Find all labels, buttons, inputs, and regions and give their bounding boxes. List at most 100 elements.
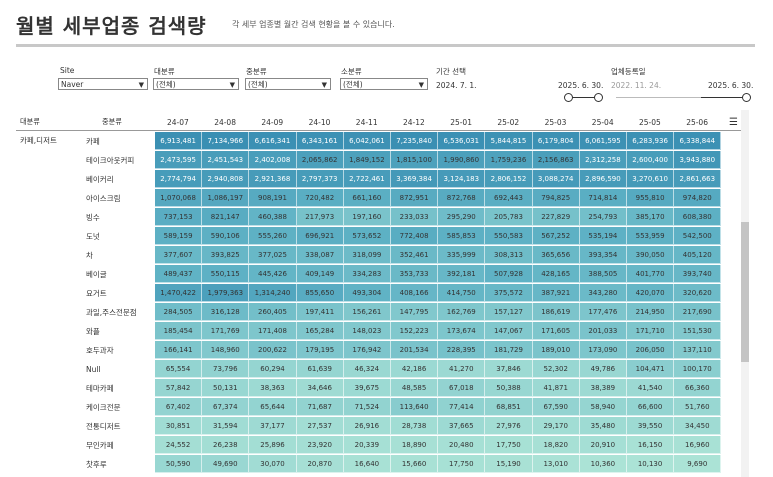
table-cell[interactable]: 1,759,236 [485, 151, 533, 169]
table-cell[interactable]: 10,130 [627, 455, 675, 473]
table-cell[interactable]: 872,768 [438, 189, 486, 207]
table-cell[interactable]: 176,942 [343, 341, 391, 359]
table-cell[interactable]: 34,646 [296, 379, 344, 397]
table-cell[interactable]: 18,820 [532, 436, 580, 454]
table-cell[interactable]: 7,134,966 [202, 132, 250, 150]
table-cell[interactable]: 152,223 [391, 322, 439, 340]
table-cell[interactable]: 352,461 [391, 246, 439, 264]
table-cell[interactable]: 65,644 [249, 398, 297, 416]
table-cell[interactable]: 2,065,862 [296, 151, 344, 169]
table-cell[interactable]: 445,426 [249, 265, 297, 283]
table-cell[interactable]: 173,674 [438, 322, 486, 340]
table-cell[interactable]: 318,099 [343, 246, 391, 264]
table-cell[interactable]: 393,354 [579, 246, 627, 264]
table-cell[interactable]: 214,950 [627, 303, 675, 321]
table-cell[interactable]: 31,594 [202, 417, 250, 435]
table-cell[interactable]: 71,524 [343, 398, 391, 416]
table-cell[interactable]: 2,940,808 [202, 170, 250, 188]
table-cell[interactable]: 49,786 [579, 360, 627, 378]
table-cell[interactable]: 67,018 [438, 379, 486, 397]
table-cell[interactable]: 375,572 [485, 284, 533, 302]
table-cell[interactable]: 555,260 [249, 227, 297, 245]
table-cell[interactable]: 2,774,794 [155, 170, 203, 188]
table-cell[interactable]: 166,141 [155, 341, 203, 359]
table-cell[interactable]: 2,806,152 [485, 170, 533, 188]
table-cell[interactable]: 377,607 [155, 246, 203, 264]
table-cell[interactable]: 414,750 [438, 284, 486, 302]
table-cell[interactable]: 585,853 [438, 227, 486, 245]
table-cell[interactable]: 38,389 [579, 379, 627, 397]
table-cell[interactable]: 100,170 [674, 360, 722, 378]
table-cell[interactable]: 365,656 [532, 246, 580, 264]
table-cell[interactable]: 1,990,860 [438, 151, 486, 169]
period-slider-track[interactable] [566, 97, 602, 98]
table-cell[interactable]: 147,067 [485, 322, 533, 340]
table-cell[interactable]: 388,505 [579, 265, 627, 283]
regdate-slider-track[interactable] [701, 97, 746, 98]
table-cell[interactable]: 2,722,461 [343, 170, 391, 188]
table-cell[interactable]: 1,979,363 [202, 284, 250, 302]
table-cell[interactable]: 26,916 [343, 417, 391, 435]
table-cell[interactable]: 20,910 [579, 436, 627, 454]
table-cell[interactable]: 408,166 [391, 284, 439, 302]
table-cell[interactable]: 720,482 [296, 189, 344, 207]
regdate-slider-end-handle[interactable] [742, 93, 751, 102]
table-cell[interactable]: 157,127 [485, 303, 533, 321]
table-cell[interactable]: 6,343,161 [296, 132, 344, 150]
table-cell[interactable]: 68,851 [485, 398, 533, 416]
table-cell[interactable]: 7,235,840 [391, 132, 439, 150]
table-cell[interactable]: 147,795 [391, 303, 439, 321]
table-cell[interactable]: 233,033 [391, 208, 439, 226]
table-cell[interactable]: 179,195 [296, 341, 344, 359]
table-cell[interactable]: 66,360 [674, 379, 722, 397]
table-cell[interactable]: 171,408 [249, 322, 297, 340]
table-cell[interactable]: 49,690 [202, 455, 250, 473]
table-cell[interactable]: 52,302 [532, 360, 580, 378]
table-cell[interactable]: 66,600 [627, 398, 675, 416]
table-cell[interactable]: 17,750 [438, 455, 486, 473]
table-cell[interactable]: 30,070 [249, 455, 297, 473]
table-cell[interactable]: 6,616,341 [249, 132, 297, 150]
table-cell[interactable]: 171,710 [627, 322, 675, 340]
table-cell[interactable]: 24,552 [155, 436, 203, 454]
table-cell[interactable]: 197,160 [343, 208, 391, 226]
table-cell[interactable]: 1,314,240 [249, 284, 297, 302]
middle-filter-select[interactable]: (전체) ▼ [245, 78, 331, 90]
table-cell[interactable]: 507,928 [485, 265, 533, 283]
table-cell[interactable]: 393,825 [202, 246, 250, 264]
table-cell[interactable]: 197,411 [296, 303, 344, 321]
table-cell[interactable]: 589,159 [155, 227, 203, 245]
table-cell[interactable]: 67,402 [155, 398, 203, 416]
table-cell[interactable]: 553,959 [627, 227, 675, 245]
table-cell[interactable]: 353,733 [391, 265, 439, 283]
table-cell[interactable]: 13,010 [532, 455, 580, 473]
table-cell[interactable]: 186,619 [532, 303, 580, 321]
table-cell[interactable]: 50,388 [485, 379, 533, 397]
table-cell[interactable]: 60,294 [249, 360, 297, 378]
table-cell[interactable]: 171,769 [202, 322, 250, 340]
table-cell[interactable]: 41,270 [438, 360, 486, 378]
table-cell[interactable]: 77,414 [438, 398, 486, 416]
table-cell[interactable]: 205,783 [485, 208, 533, 226]
table-cell[interactable]: 872,951 [391, 189, 439, 207]
table-cell[interactable]: 308,313 [485, 246, 533, 264]
table-cell[interactable]: 37,665 [438, 417, 486, 435]
period-slider-end-handle[interactable] [594, 93, 603, 102]
table-cell[interactable]: 908,191 [249, 189, 297, 207]
table-cell[interactable]: 401,770 [627, 265, 675, 283]
table-cell[interactable]: 41,540 [627, 379, 675, 397]
table-cell[interactable]: 550,115 [202, 265, 250, 283]
table-cell[interactable]: 201,534 [391, 341, 439, 359]
table-cell[interactable]: 855,650 [296, 284, 344, 302]
table-cell[interactable]: 29,170 [532, 417, 580, 435]
table-cell[interactable]: 67,374 [202, 398, 250, 416]
table-cell[interactable]: 38,363 [249, 379, 297, 397]
table-cell[interactable]: 343,280 [579, 284, 627, 302]
table-cell[interactable]: 58,940 [579, 398, 627, 416]
table-cell[interactable]: 714,814 [579, 189, 627, 207]
table-cell[interactable]: 1,070,068 [155, 189, 203, 207]
table-cell[interactable]: 73,796 [202, 360, 250, 378]
table-cell[interactable]: 390,050 [627, 246, 675, 264]
table-cell[interactable]: 177,476 [579, 303, 627, 321]
table-cell[interactable]: 20,339 [343, 436, 391, 454]
